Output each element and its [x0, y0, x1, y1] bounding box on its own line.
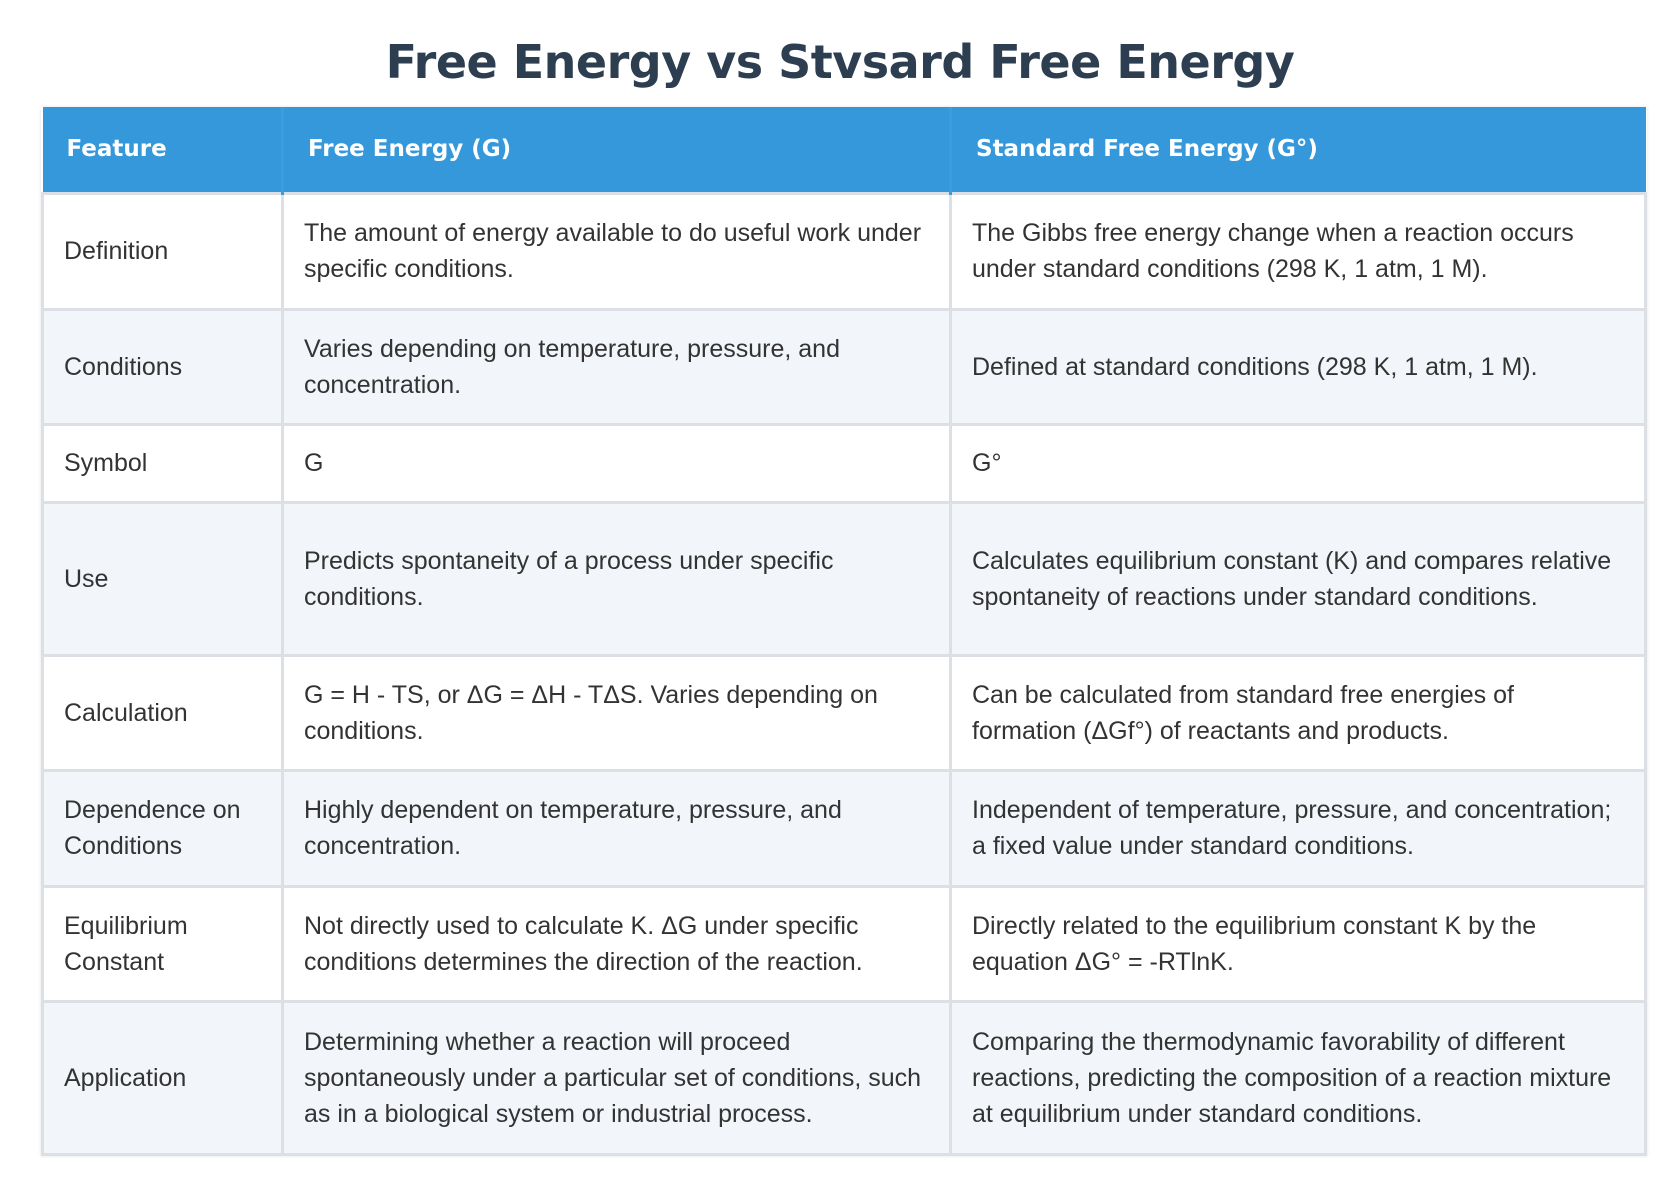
table-header: Feature Free Energy (G) Standard Free En… — [42, 107, 1646, 193]
cell-standard-free-energy: Defined at standard conditions (298 K, 1… — [949, 307, 1647, 426]
table-row: Dependence on Conditions Highly dependen… — [41, 768, 1647, 888]
cell-free-energy: Varies depending on temperature, pressur… — [281, 307, 952, 426]
cell-standard-free-energy: Comparing the thermodynamic favorability… — [949, 999, 1647, 1156]
cell-standard-free-energy: G° — [949, 422, 1647, 504]
table-row: Calculation G = H - TS, or ΔG = ΔH - TΔS… — [41, 653, 1647, 772]
cell-feature: Conditions — [41, 307, 284, 426]
cell-standard-free-energy: The Gibbs free energy change when a reac… — [949, 191, 1647, 311]
table-row: Conditions Varies depending on temperatu… — [41, 307, 1647, 426]
cell-free-energy: G = H - TS, or ΔG = ΔH - TΔS. Varies dep… — [281, 653, 952, 772]
cell-feature: Application — [41, 999, 284, 1156]
cell-free-energy: Highly dependent on temperature, pressur… — [281, 768, 952, 888]
table-body: Definition The amount of energy availabl… — [41, 191, 1647, 1156]
header-free-energy: Free Energy (G) — [282, 107, 952, 193]
cell-feature: Equilibrium Constant — [41, 884, 284, 1003]
cell-free-energy: The amount of energy available to do use… — [281, 191, 952, 311]
cell-feature: Dependence on Conditions — [41, 768, 284, 888]
cell-free-energy: Predicts spontaneity of a process under … — [281, 500, 952, 657]
cell-standard-free-energy: Can be calculated from standard free ene… — [949, 653, 1647, 772]
table-row: Application Determining whether a reacti… — [41, 999, 1647, 1156]
cell-feature: Calculation — [41, 653, 284, 772]
cell-standard-free-energy: Directly related to the equilibrium cons… — [949, 884, 1647, 1003]
comparison-table: Feature Free Energy (G) Standard Free En… — [41, 107, 1647, 1156]
cell-standard-free-energy: Calculates equilibrium constant (K) and … — [949, 500, 1647, 657]
page-title: Free Energy vs Stvsard Free Energy — [385, 35, 1295, 89]
cell-free-energy: Determining whether a reaction will proc… — [281, 999, 952, 1156]
header-standard-free-energy: Standard Free Energy (G°) — [950, 107, 1646, 193]
cell-feature: Definition — [41, 191, 284, 311]
cell-feature: Symbol — [41, 422, 284, 504]
table-row: Symbol G G° — [41, 422, 1647, 504]
table-row: Use Predicts spontaneity of a process un… — [41, 500, 1647, 657]
cell-standard-free-energy: Independent of temperature, pressure, an… — [949, 768, 1647, 888]
table-row: Equilibrium Constant Not directly used t… — [41, 884, 1647, 1003]
cell-free-energy: G — [281, 422, 952, 504]
header-feature: Feature — [42, 107, 284, 193]
cell-free-energy: Not directly used to calculate K. ΔG und… — [281, 884, 952, 1003]
table-row: Definition The amount of energy availabl… — [41, 191, 1647, 311]
cell-feature: Use — [41, 500, 284, 657]
header-row: Feature Free Energy (G) Standard Free En… — [42, 107, 1646, 193]
